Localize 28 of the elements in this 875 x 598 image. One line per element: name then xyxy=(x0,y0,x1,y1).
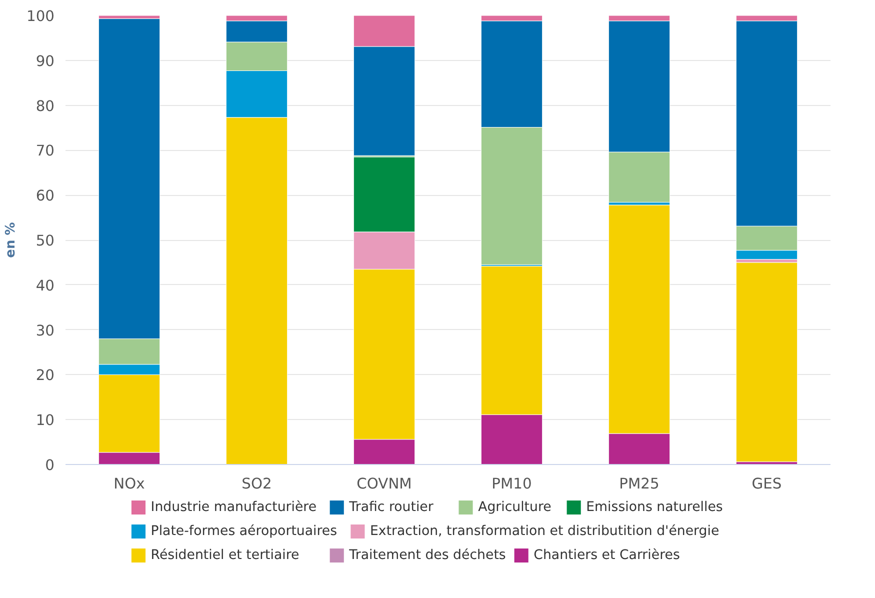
legend-label: Plate-formes aéroportuaires xyxy=(150,524,338,539)
legend-label: Agriculture xyxy=(478,500,552,515)
y-tick-label: 70 xyxy=(36,142,55,160)
legend-label: Traitement des déchets xyxy=(348,548,506,563)
legend-label: Résidentiel et tertiaire xyxy=(150,548,300,563)
y-tick-label: 90 xyxy=(36,52,55,70)
legend-label: Chantiers et Carrières xyxy=(534,548,680,563)
legend-label: Industrie manufacturière xyxy=(150,500,317,515)
legend-label: Emissions naturelles xyxy=(586,500,723,515)
x-tick-label: NOx xyxy=(114,476,146,492)
x-tick-label: PM10 xyxy=(492,476,532,492)
y-tick-label: 40 xyxy=(36,277,55,294)
y-tick-label: 10 xyxy=(36,412,55,430)
y-tick-label: 100 xyxy=(26,8,55,25)
y-tick-label: 50 xyxy=(36,232,55,250)
legend-label: Extraction, transformation et distributition d'énergie xyxy=(370,524,720,539)
bar xyxy=(736,262,798,462)
y-tick-label: 30 xyxy=(36,322,55,340)
y-axis-title: en % xyxy=(4,222,19,258)
x-tick-label: GES xyxy=(752,476,782,492)
y-tick-label: 60 xyxy=(36,188,55,205)
y-tick-label: 80 xyxy=(36,98,55,115)
y-tick-label: 0 xyxy=(45,457,55,474)
x-tick-label: SO2 xyxy=(242,476,272,492)
legend-label: Trafic routier xyxy=(348,500,434,515)
x-tick-label: COVNM xyxy=(356,476,412,492)
y-tick-label: 20 xyxy=(36,367,55,384)
x-tick-label: PM25 xyxy=(619,476,660,492)
